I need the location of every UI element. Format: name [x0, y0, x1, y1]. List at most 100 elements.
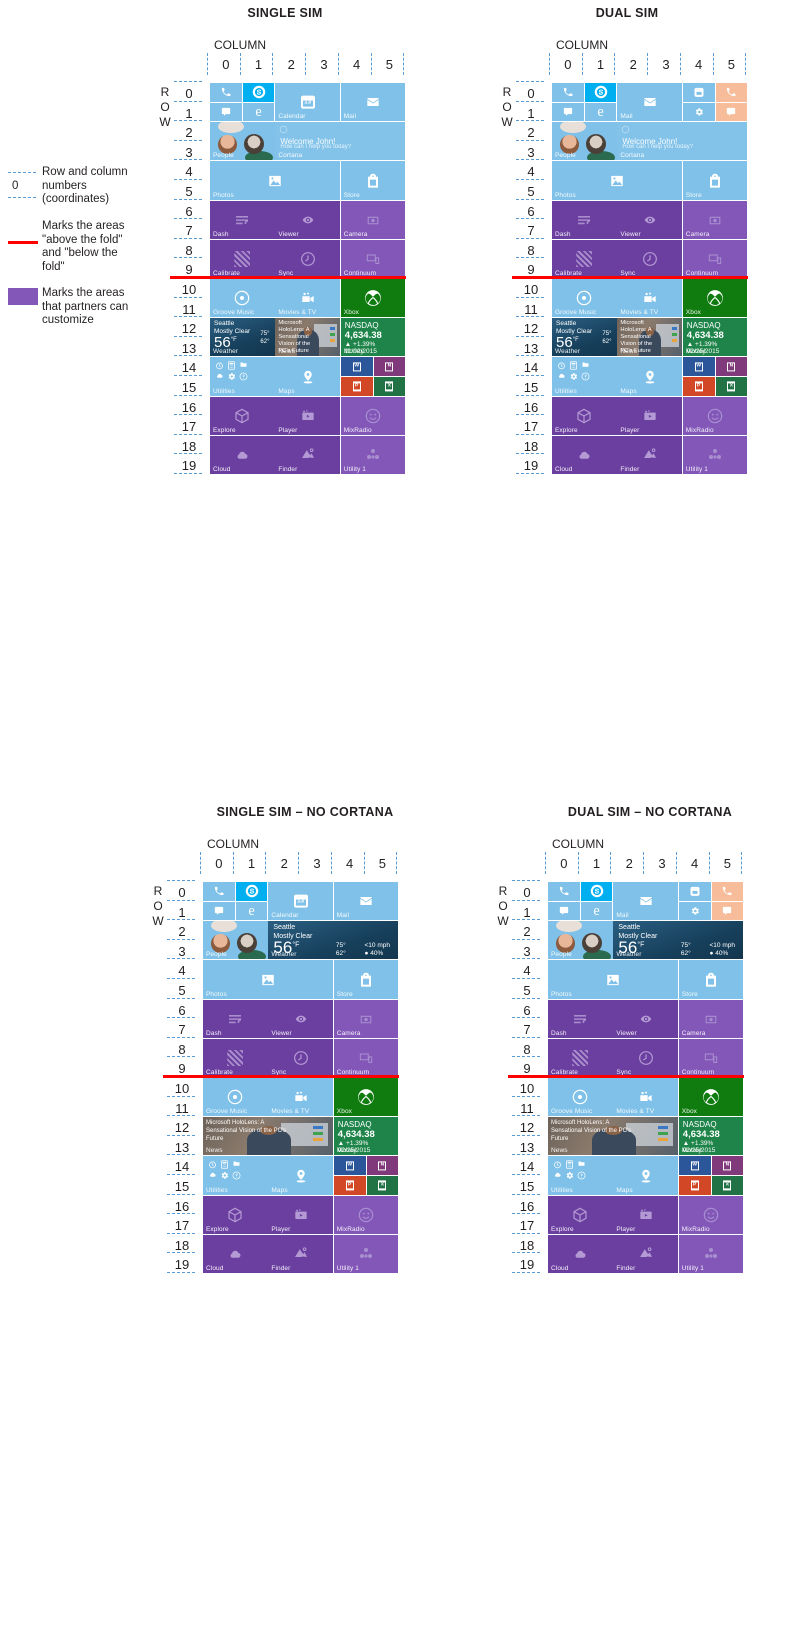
- tile-photos-0[interactable]: Photos: [210, 161, 340, 200]
- tile-edge-2[interactable]: e: [235, 901, 268, 921]
- tile-continuum-0[interactable]: Continuum: [340, 239, 406, 279]
- tile-movies-2[interactable]: Movies & TV: [268, 1078, 333, 1117]
- tile-sync-1[interactable]: Sync: [617, 239, 682, 279]
- tile-player-2[interactable]: Player: [268, 1195, 333, 1234]
- tile-xbox-1[interactable]: Xbox: [682, 279, 748, 318]
- tile-xbox-0[interactable]: Xbox: [340, 279, 406, 318]
- tile-store-3[interactable]: Store: [678, 960, 744, 999]
- tile-money-2[interactable]: NASDAQ 4,634.38 ▲ +1.39% 02/25/2015 Money: [333, 1117, 399, 1156]
- tile-finder-1[interactable]: Finder: [617, 435, 682, 475]
- tile-utility1-2[interactable]: Utility 1: [333, 1234, 399, 1274]
- tile-skype-1[interactable]: [584, 83, 617, 102]
- tile-mixradio-1[interactable]: MixRadio: [682, 396, 748, 435]
- tile-viewer-2[interactable]: Viewer: [268, 999, 333, 1038]
- tile-dash-3[interactable]: Dash: [548, 999, 613, 1038]
- tile-excel-3[interactable]: X: [711, 1176, 744, 1195]
- tile-word-1[interactable]: W: [682, 357, 715, 377]
- tile-utilities-3[interactable]: Utilities: [548, 1156, 613, 1195]
- tile-weather-0[interactable]: Seattle Mostly Clear 56°F 75° 62° Weather: [210, 318, 275, 357]
- tile-news-3[interactable]: Microsoft HoloLens: A Sensational Vision…: [548, 1117, 678, 1156]
- tile-people-3[interactable]: People: [548, 921, 613, 960]
- tile-finder-2[interactable]: Finder: [268, 1234, 333, 1274]
- tile-photos-1[interactable]: Photos: [552, 161, 682, 200]
- tile-cortana-1[interactable]: Welcome John! How can I help you today? Co…: [617, 122, 748, 161]
- tile-messaging2-3[interactable]: [711, 901, 744, 921]
- tile-news-0[interactable]: Microsoft HoloLens: A Sensational Vision…: [275, 318, 340, 357]
- tile-people-2[interactable]: People: [203, 921, 268, 960]
- tile-photos-2[interactable]: Photos: [203, 960, 333, 999]
- tile-xbox-2[interactable]: Xbox: [333, 1078, 399, 1117]
- tile-skype-2[interactable]: [235, 882, 268, 901]
- tile-mail-2[interactable]: Mail: [333, 882, 399, 921]
- tile-phone2-1[interactable]: [715, 83, 748, 102]
- tile-camera-3[interactable]: Camera: [678, 999, 744, 1038]
- tile-finder-3[interactable]: Finder: [613, 1234, 678, 1274]
- tile-xbox-3[interactable]: Xbox: [678, 1078, 744, 1117]
- tile-word-3[interactable]: W: [678, 1156, 711, 1176]
- tile-maps-2[interactable]: Maps: [268, 1156, 333, 1195]
- tile-maps-3[interactable]: Maps: [613, 1156, 678, 1195]
- tile-word-2[interactable]: W: [333, 1156, 366, 1176]
- tile-cortana-0[interactable]: Welcome John! How can I help you today? Co…: [275, 122, 406, 161]
- tile-explore-1[interactable]: Explore: [552, 396, 617, 435]
- tile-player-1[interactable]: Player: [617, 396, 682, 435]
- tile-news-2[interactable]: Microsoft HoloLens: A Sensational Vision…: [203, 1117, 333, 1156]
- tile-cloud-2[interactable]: Cloud: [203, 1234, 268, 1274]
- tile-utilities-0[interactable]: Utilities: [210, 357, 275, 396]
- tile-messaging-0[interactable]: [210, 102, 242, 122]
- tile-mail-1[interactable]: Mail: [617, 83, 682, 122]
- tile-cloud-3[interactable]: Cloud: [548, 1234, 613, 1274]
- tile-explore-0[interactable]: Explore: [210, 396, 275, 435]
- tile-phone2-3[interactable]: [711, 882, 744, 901]
- tile-phone-1[interactable]: [552, 83, 584, 102]
- tile-phone-2[interactable]: [203, 882, 235, 901]
- tile-mixradio-3[interactable]: MixRadio: [678, 1195, 744, 1234]
- tile-onenote-0[interactable]: N: [373, 357, 406, 377]
- tile-skype-0[interactable]: [242, 83, 275, 102]
- tile-word-0[interactable]: W: [340, 357, 373, 377]
- tile-dash-1[interactable]: Dash: [552, 200, 617, 239]
- tile-cloud-1[interactable]: Cloud: [552, 435, 617, 475]
- tile-player-3[interactable]: Player: [613, 1195, 678, 1234]
- tile-groove-1[interactable]: Groove Music: [552, 279, 617, 318]
- tile-edge-3[interactable]: e: [580, 901, 613, 921]
- tile-money-3[interactable]: NASDAQ 4,634.38 ▲ +1.39% 02/25/2015 Money: [678, 1117, 744, 1156]
- tile-movies-0[interactable]: Movies & TV: [275, 279, 340, 318]
- tile-finder-0[interactable]: Finder: [275, 435, 340, 475]
- tile-excel-0[interactable]: X: [373, 377, 406, 396]
- tile-onenote-3[interactable]: N: [711, 1156, 744, 1176]
- tile-continuum-3[interactable]: Continuum: [678, 1038, 744, 1078]
- tile-mail-3[interactable]: Mail: [613, 882, 678, 921]
- tile-phone-0[interactable]: [210, 83, 242, 102]
- tile-onenote-2[interactable]: N: [366, 1156, 399, 1176]
- tile-groove-2[interactable]: Groove Music: [203, 1078, 268, 1117]
- tile-calibrate-1[interactable]: Calibrate: [552, 239, 617, 279]
- tile-edge-0[interactable]: e: [242, 102, 275, 122]
- tile-money-0[interactable]: NASDAQ 4,634.38 ▲ +1.39% 11/02/2015 Money: [340, 318, 406, 357]
- tile-sync-0[interactable]: Sync: [275, 239, 340, 279]
- tile-dash-0[interactable]: Dash: [210, 200, 275, 239]
- tile-utility1-1[interactable]: Utility 1: [682, 435, 748, 475]
- tile-utility1-0[interactable]: Utility 1: [340, 435, 406, 475]
- tile-viewer-3[interactable]: Viewer: [613, 999, 678, 1038]
- tile-explore-2[interactable]: Explore: [203, 1195, 268, 1234]
- tile-mail-0[interactable]: Mail: [340, 83, 406, 122]
- tile-onenote-1[interactable]: N: [715, 357, 748, 377]
- tile-settings-3[interactable]: [678, 901, 711, 921]
- tile-mixradio-0[interactable]: MixRadio: [340, 396, 406, 435]
- tile-dash-2[interactable]: Dash: [203, 999, 268, 1038]
- tile-calendar-small-3[interactable]: [678, 882, 711, 901]
- tile-player-0[interactable]: Player: [275, 396, 340, 435]
- tile-news-1[interactable]: Microsoft HoloLens: A Sensational Vision…: [617, 318, 682, 357]
- tile-people-0[interactable]: People: [210, 122, 275, 161]
- tile-powerpoint-0[interactable]: P: [340, 377, 373, 396]
- tile-sync-2[interactable]: Sync: [268, 1038, 333, 1078]
- tile-excel-1[interactable]: X: [715, 377, 748, 396]
- tile-weather-top-3[interactable]: Seattle Mostly Clear 56°F 75° 62° <10 mph ● 40…: [613, 921, 744, 960]
- tile-utility1-3[interactable]: Utility 1: [678, 1234, 744, 1274]
- tile-calendar-small-1[interactable]: [682, 83, 715, 102]
- tile-edge-1[interactable]: e: [584, 102, 617, 122]
- tile-people-1[interactable]: People: [552, 122, 617, 161]
- tile-messaging2-1[interactable]: [715, 102, 748, 122]
- tile-powerpoint-3[interactable]: P: [678, 1176, 711, 1195]
